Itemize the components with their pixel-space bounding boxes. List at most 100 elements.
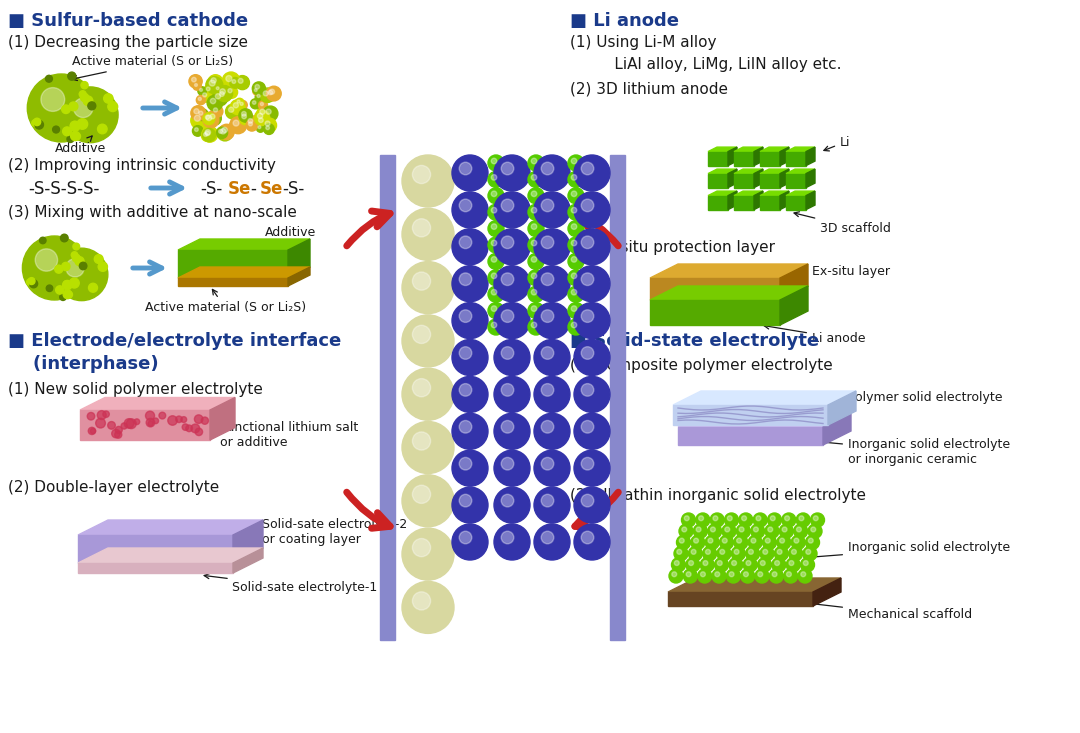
Circle shape: [700, 558, 714, 572]
Circle shape: [676, 535, 690, 550]
Circle shape: [679, 538, 685, 543]
Circle shape: [534, 339, 570, 375]
Circle shape: [453, 524, 488, 560]
Polygon shape: [760, 196, 780, 210]
Circle shape: [198, 86, 206, 95]
Text: Inorganic solid electrolyte
or inorganic ceramic: Inorganic solid electrolyte or inorganic…: [805, 438, 1010, 466]
Circle shape: [727, 516, 732, 520]
Circle shape: [239, 78, 243, 84]
Circle shape: [453, 265, 488, 302]
Circle shape: [491, 306, 497, 312]
Circle shape: [210, 114, 215, 119]
Polygon shape: [669, 592, 813, 606]
Text: (1) Using Li-M alloy: (1) Using Li-M alloy: [570, 35, 716, 50]
Circle shape: [260, 109, 265, 114]
Circle shape: [491, 323, 497, 328]
Circle shape: [257, 106, 272, 121]
Circle shape: [571, 191, 577, 196]
Circle shape: [685, 516, 689, 520]
Circle shape: [111, 430, 120, 438]
Circle shape: [413, 272, 431, 290]
Circle shape: [69, 102, 78, 111]
Circle shape: [203, 112, 219, 128]
Circle shape: [264, 91, 268, 96]
Circle shape: [772, 572, 777, 577]
Circle shape: [725, 513, 739, 527]
Circle shape: [719, 535, 733, 550]
Circle shape: [180, 416, 187, 422]
Polygon shape: [288, 267, 310, 286]
Circle shape: [207, 95, 222, 111]
Circle shape: [258, 126, 261, 128]
Circle shape: [55, 248, 108, 301]
Circle shape: [705, 550, 711, 554]
Circle shape: [264, 124, 274, 134]
Polygon shape: [734, 169, 762, 174]
Text: Inorganic solid electrolyte: Inorganic solid electrolyte: [805, 542, 1010, 560]
Circle shape: [87, 102, 96, 110]
Circle shape: [712, 569, 726, 583]
Polygon shape: [708, 174, 728, 188]
Circle shape: [737, 538, 742, 543]
Circle shape: [581, 199, 594, 212]
Circle shape: [494, 339, 530, 375]
Circle shape: [256, 124, 265, 132]
Circle shape: [215, 94, 220, 99]
Circle shape: [782, 513, 796, 527]
Text: Functional lithium salt
or additive: Functional lithium salt or additive: [194, 421, 359, 449]
Circle shape: [488, 205, 504, 220]
Circle shape: [751, 538, 756, 543]
Polygon shape: [786, 152, 806, 166]
Circle shape: [531, 158, 537, 163]
Circle shape: [55, 265, 63, 273]
Circle shape: [772, 558, 786, 572]
Circle shape: [148, 421, 153, 426]
Text: (1) Composite polymer electrolyte: (1) Composite polymer electrolyte: [570, 358, 833, 373]
Circle shape: [258, 100, 268, 110]
Circle shape: [69, 278, 79, 288]
Circle shape: [219, 125, 234, 139]
Circle shape: [731, 547, 745, 561]
Circle shape: [528, 254, 544, 270]
Circle shape: [255, 92, 265, 102]
Polygon shape: [780, 191, 789, 210]
Text: (1) Decreasing the particle size: (1) Decreasing the particle size: [8, 35, 248, 50]
Circle shape: [491, 191, 497, 196]
Polygon shape: [233, 520, 264, 563]
Circle shape: [711, 513, 725, 527]
Circle shape: [402, 475, 454, 527]
Circle shape: [191, 77, 197, 82]
Circle shape: [501, 457, 514, 470]
Polygon shape: [678, 427, 823, 445]
Circle shape: [413, 432, 431, 450]
Text: Active material (S or Li₂S): Active material (S or Li₂S): [145, 290, 306, 314]
Circle shape: [459, 199, 472, 212]
Circle shape: [581, 236, 594, 248]
Circle shape: [681, 527, 687, 532]
Circle shape: [242, 111, 246, 116]
Circle shape: [792, 550, 796, 554]
Circle shape: [159, 412, 165, 419]
Circle shape: [494, 155, 530, 191]
Circle shape: [751, 524, 765, 538]
Text: Additive: Additive: [248, 226, 316, 249]
Circle shape: [571, 240, 577, 246]
Circle shape: [581, 494, 594, 507]
Circle shape: [494, 377, 530, 413]
Circle shape: [571, 306, 577, 312]
Circle shape: [760, 547, 774, 561]
Circle shape: [237, 100, 240, 103]
Circle shape: [402, 208, 454, 260]
Circle shape: [811, 527, 815, 532]
Circle shape: [459, 347, 472, 359]
Circle shape: [748, 550, 754, 554]
Circle shape: [239, 111, 253, 125]
Circle shape: [705, 535, 719, 550]
Circle shape: [269, 89, 274, 95]
Circle shape: [232, 80, 235, 84]
Circle shape: [534, 155, 570, 191]
Circle shape: [568, 221, 584, 237]
Circle shape: [568, 205, 584, 220]
Circle shape: [116, 427, 122, 433]
Circle shape: [541, 236, 554, 248]
